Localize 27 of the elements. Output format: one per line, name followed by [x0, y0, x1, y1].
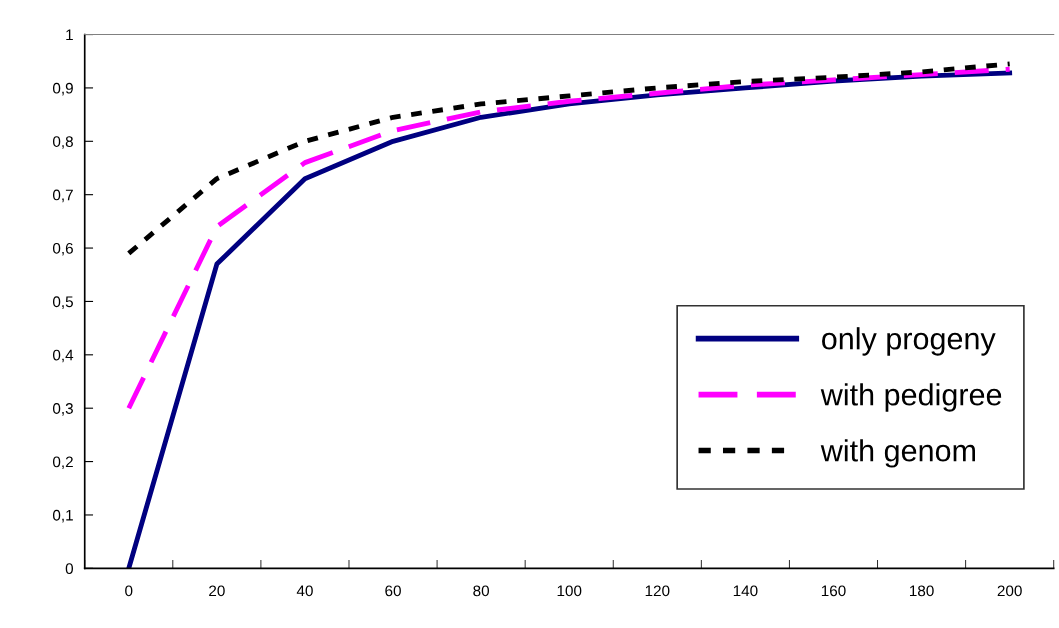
legend-label: with pedigree: [820, 383, 1002, 412]
y-tick-label: 0,4: [52, 349, 74, 363]
line-series: [126, 66, 1013, 411]
x-tick-label: 60: [385, 585, 401, 597]
y-tick-label: 0,6: [52, 242, 73, 256]
x-tick-label: 0: [125, 585, 133, 597]
legend-label: only progeny: [822, 327, 996, 356]
y-tick-label: 0,8: [52, 136, 73, 149]
y-tick-label: 0,9: [52, 82, 73, 96]
x-tick-label: 140: [733, 585, 758, 597]
x-tick-label: 160: [821, 585, 846, 597]
y-tick-label: 1: [66, 29, 73, 41]
y-tick-label: 0,2: [52, 456, 73, 470]
x-tick-label: 100: [557, 585, 582, 597]
x-tick-label: 40: [296, 585, 313, 597]
y-tick-label: 0,3: [52, 403, 73, 416]
x-tick-label: 180: [909, 585, 934, 597]
y-tick-label: 0,7: [52, 189, 73, 203]
x-tick-label: 80: [473, 585, 490, 597]
legend-label: with genom: [820, 439, 975, 468]
x-tick-label: 200: [997, 585, 1022, 597]
y-tick-label: 0: [65, 563, 74, 575]
y-tick-label: 0,5: [52, 296, 73, 309]
x-tick-label: 120: [645, 585, 670, 597]
x-tick-label: 20: [209, 585, 225, 597]
line-series: [126, 61, 1013, 256]
y-tick-label: 0,1: [52, 509, 73, 523]
